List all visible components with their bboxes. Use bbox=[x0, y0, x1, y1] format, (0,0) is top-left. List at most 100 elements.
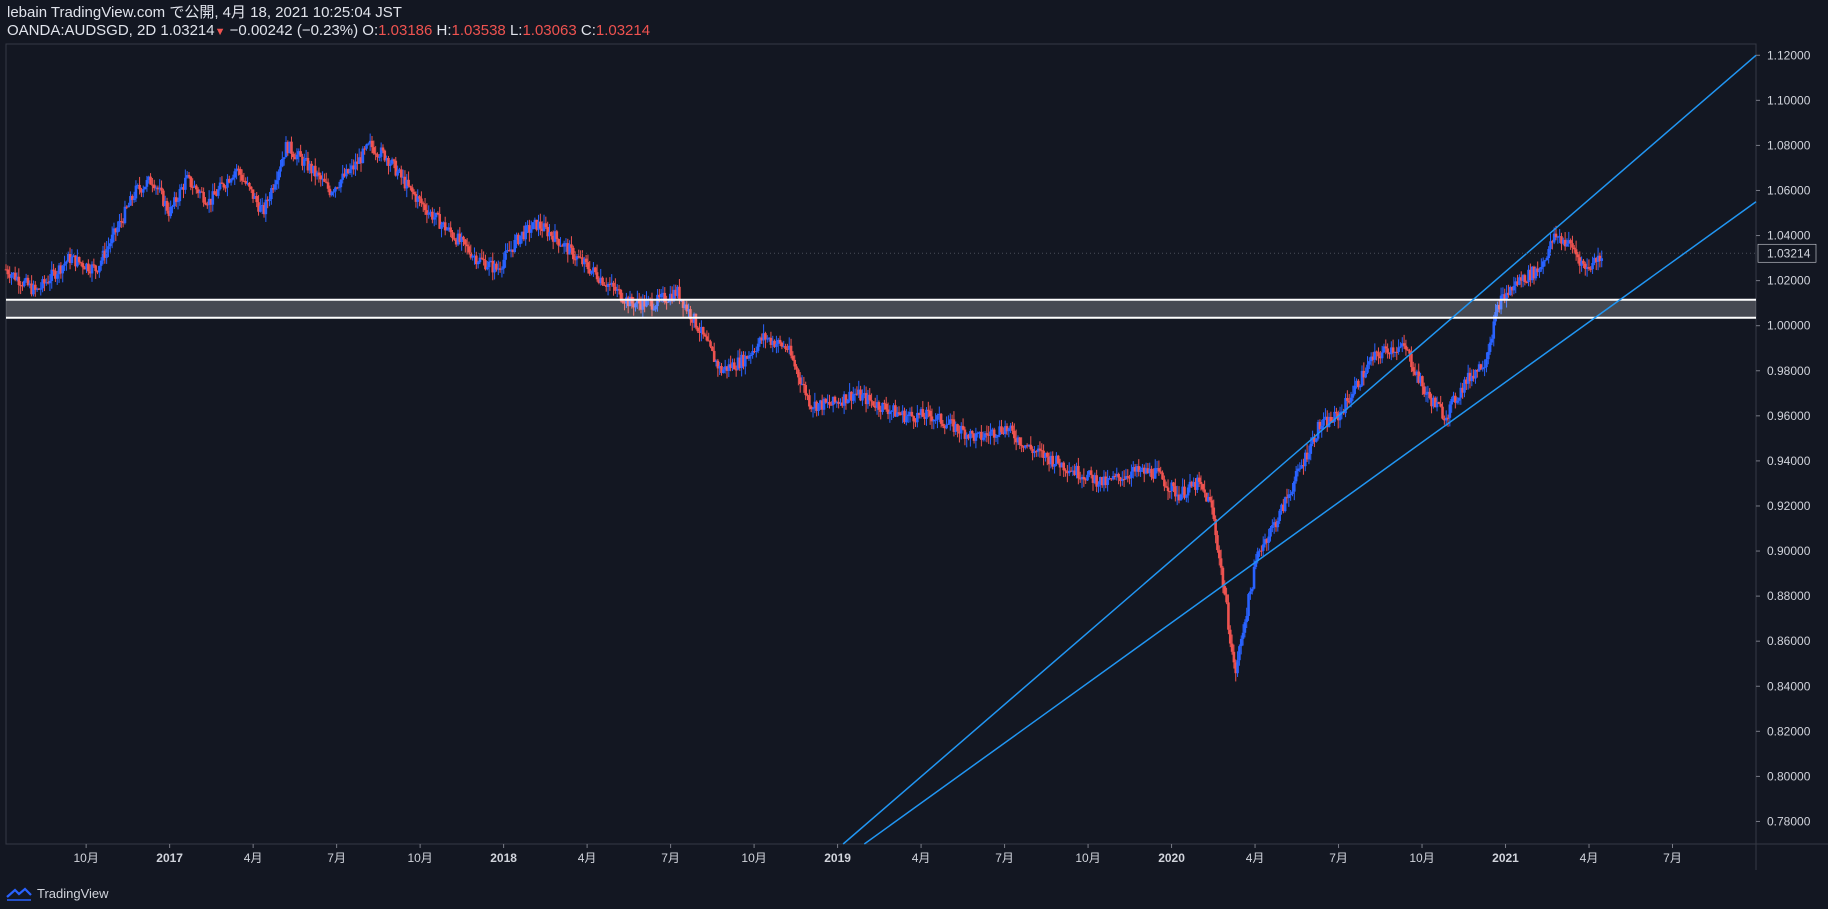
candle-body bbox=[1022, 445, 1025, 448]
candle-body bbox=[193, 185, 196, 188]
candle-body bbox=[866, 394, 870, 405]
candle-body bbox=[321, 178, 324, 180]
candle-body bbox=[1450, 398, 1453, 405]
candle-body bbox=[623, 302, 626, 304]
candle-body bbox=[242, 180, 246, 182]
candle-body bbox=[1516, 281, 1519, 285]
candle-body bbox=[200, 191, 204, 193]
candle-body bbox=[119, 221, 123, 223]
candle-body bbox=[1060, 462, 1064, 468]
candle-body bbox=[1232, 651, 1236, 663]
candle-body bbox=[987, 434, 990, 436]
candle-body bbox=[892, 405, 895, 411]
candle-body bbox=[478, 257, 482, 263]
candle-body bbox=[851, 394, 855, 401]
low-label: L: bbox=[509, 22, 523, 39]
candle-body bbox=[1025, 445, 1029, 447]
candle-body bbox=[171, 206, 174, 208]
candle-body bbox=[341, 173, 345, 180]
candle-body bbox=[1067, 470, 1071, 474]
price-axis[interactable]: 1.12000 1.10000 1.08000 1.06000 1.04000 1.020… bbox=[6, 48, 1817, 828]
candle-body bbox=[1318, 421, 1322, 430]
candle-body bbox=[361, 148, 365, 164]
support-zone[interactable] bbox=[6, 299, 1756, 318]
candle-body bbox=[540, 228, 544, 232]
candle-body bbox=[332, 191, 335, 193]
candle-body bbox=[125, 206, 129, 208]
candle-body bbox=[992, 429, 996, 438]
candle-body bbox=[1252, 566, 1256, 589]
candle-body bbox=[1371, 356, 1375, 360]
candle-body bbox=[941, 423, 945, 427]
candle-body bbox=[295, 154, 299, 160]
candle-body bbox=[742, 354, 745, 367]
candle-body bbox=[485, 267, 489, 270]
candle-body bbox=[765, 338, 769, 340]
candle-body bbox=[1073, 470, 1077, 475]
candle-body bbox=[1029, 444, 1033, 450]
candle-body bbox=[1225, 594, 1228, 603]
candle-body bbox=[1104, 476, 1108, 485]
candle-body bbox=[1053, 463, 1056, 467]
candle-body bbox=[387, 157, 390, 166]
candle-body bbox=[302, 159, 306, 166]
candle-body bbox=[1545, 258, 1549, 261]
channel-upper-line[interactable] bbox=[842, 54, 1757, 845]
x-tick-label: 7月 bbox=[327, 851, 346, 865]
candle-body bbox=[1594, 257, 1598, 262]
candle-body bbox=[961, 425, 965, 430]
candle-body bbox=[1146, 468, 1150, 474]
candle-body bbox=[1435, 402, 1439, 408]
candle-body bbox=[824, 398, 828, 403]
candle-body bbox=[804, 385, 807, 396]
candle-body bbox=[670, 293, 674, 301]
candle-body bbox=[877, 402, 881, 410]
candle-body bbox=[912, 416, 915, 422]
close-value: 1.03214 bbox=[595, 22, 651, 39]
candle-body bbox=[1267, 536, 1270, 543]
candle-body bbox=[81, 263, 85, 268]
candle-body bbox=[754, 350, 758, 352]
candle-body bbox=[947, 423, 950, 425]
time-axis[interactable]: 10月 2017 4月 7月 10月 2018 4月 7月 10月 2019 4月 7月 10月 2020… bbox=[73, 844, 1682, 865]
candle-body bbox=[1475, 369, 1479, 372]
candle-body bbox=[981, 437, 985, 440]
candle-body bbox=[107, 246, 110, 250]
candle-body bbox=[176, 201, 180, 203]
candle-body bbox=[205, 204, 209, 206]
candle-body bbox=[1316, 421, 1320, 439]
candle-body bbox=[440, 224, 443, 229]
candle-body bbox=[1102, 476, 1106, 486]
candle-body bbox=[1325, 416, 1329, 428]
candle-body bbox=[138, 184, 141, 190]
candle-body bbox=[1023, 445, 1027, 448]
candle-body bbox=[517, 234, 520, 245]
candle-body bbox=[39, 288, 43, 290]
candle-body bbox=[687, 309, 690, 312]
candle-body bbox=[1084, 479, 1087, 481]
channel-lower-line[interactable] bbox=[863, 201, 1757, 845]
candle-body bbox=[462, 236, 465, 240]
candle-body bbox=[848, 391, 851, 400]
candle-body bbox=[50, 269, 54, 281]
candle-body bbox=[262, 205, 266, 215]
candle-body bbox=[1205, 492, 1208, 502]
candle-body bbox=[954, 424, 958, 432]
candle-body bbox=[134, 185, 138, 199]
candle-body bbox=[1386, 348, 1389, 353]
candle-body bbox=[1175, 494, 1179, 497]
candle-body bbox=[22, 280, 26, 286]
candle-body bbox=[965, 434, 969, 439]
candle-body bbox=[216, 189, 220, 196]
candle-body bbox=[220, 182, 224, 184]
candle-body bbox=[733, 362, 736, 370]
candle-body bbox=[1111, 475, 1115, 480]
candle-body bbox=[1212, 507, 1216, 520]
candle-body bbox=[862, 393, 866, 395]
candle-body bbox=[352, 165, 355, 170]
x-tick-label: 10月 bbox=[1409, 851, 1434, 865]
candle-body bbox=[939, 413, 943, 424]
candle-body bbox=[718, 366, 721, 369]
candle-body bbox=[381, 147, 385, 151]
